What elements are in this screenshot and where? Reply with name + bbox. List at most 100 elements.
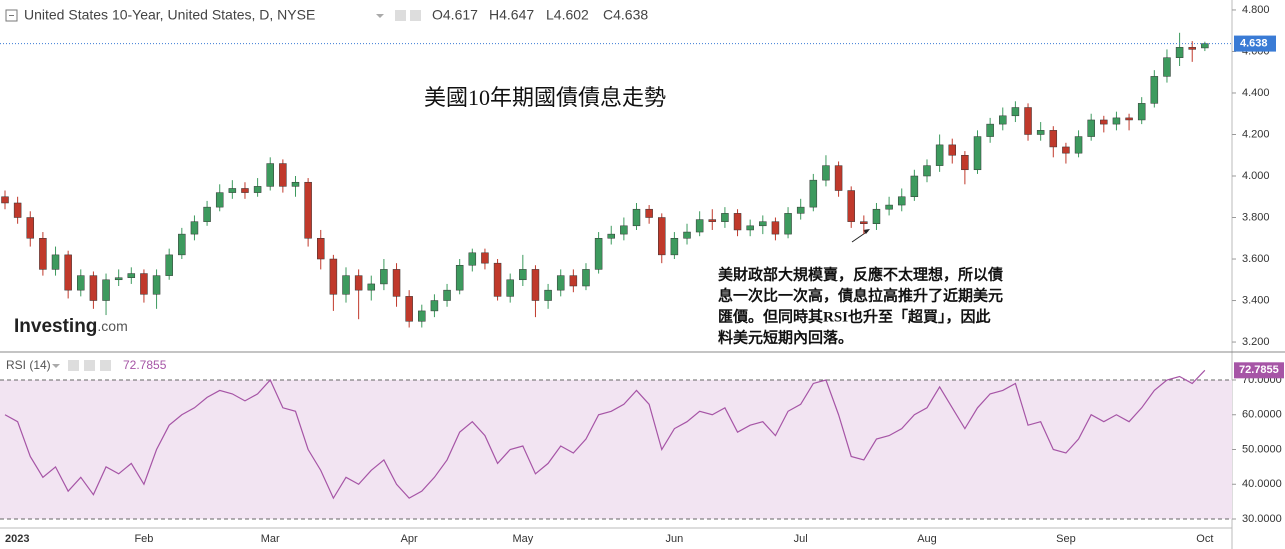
candle-body — [215, 192, 224, 208]
candle-body — [342, 275, 350, 295]
candle-body — [51, 254, 60, 270]
candle-body — [645, 208, 653, 218]
candle-body — [455, 264, 464, 291]
candle-body — [822, 165, 830, 181]
ohlc-value: C4.638 — [603, 7, 648, 23]
candle-body — [973, 136, 982, 171]
candle-body — [784, 213, 792, 235]
candle-body — [670, 238, 679, 256]
y-tick-label: 30.0000 — [1242, 513, 1282, 525]
candle-body — [253, 186, 262, 193]
rsi-line — [4, 369, 1206, 500]
candle-body — [77, 275, 85, 291]
x-tick-label: Apr — [401, 533, 418, 545]
y-tick-label: 3.600 — [1242, 253, 1270, 265]
x-tick-label: Feb — [134, 533, 153, 545]
logo-suffix: .com — [97, 318, 127, 334]
candle-body — [392, 269, 401, 297]
y-tick-label: 3.400 — [1242, 294, 1270, 306]
candle-body — [556, 275, 565, 291]
candle-body — [809, 179, 818, 208]
rsi-settings-icon[interactable] — [84, 360, 95, 371]
candle-body — [860, 221, 868, 224]
candle-body — [443, 289, 451, 301]
candle-body — [1011, 107, 1020, 117]
candle-body — [1036, 130, 1045, 135]
candle-body — [759, 221, 767, 227]
settings-icon[interactable] — [410, 10, 421, 21]
candle-body — [1175, 47, 1184, 58]
rsi-dropdown[interactable] — [52, 364, 60, 368]
candle-body — [430, 300, 439, 312]
candle-body — [13, 202, 22, 218]
candle-body — [948, 144, 956, 156]
logo: Investing.com — [14, 316, 128, 337]
x-tick-label: Aug — [917, 533, 937, 545]
candle-body — [620, 225, 628, 235]
candle-body — [733, 213, 742, 231]
candle-body — [1049, 130, 1058, 148]
candle-body — [847, 190, 855, 222]
candle-body — [39, 238, 47, 270]
collapse-icon[interactable] — [5, 9, 18, 22]
candle-body — [746, 225, 754, 231]
dropdown-icon[interactable] — [376, 14, 384, 18]
eye-icon[interactable] — [395, 10, 406, 21]
candle-body — [317, 238, 325, 260]
y-tick-label: 50.0000 — [1242, 443, 1282, 455]
candle-body — [1188, 47, 1196, 50]
candle-body — [961, 154, 969, 171]
y-tick-label: 3.800 — [1242, 211, 1270, 223]
candle-body — [885, 204, 893, 210]
x-tick-label: Mar — [261, 533, 280, 545]
rsi-current-value: 72.7855 — [123, 358, 167, 372]
candle-body — [582, 269, 590, 287]
candle-body — [152, 275, 161, 295]
rsi-eye-icon[interactable] — [68, 360, 79, 371]
candle-body — [102, 279, 110, 301]
candle-body — [493, 262, 502, 297]
candle-body — [481, 252, 489, 264]
candle-body — [569, 275, 578, 287]
candle-body — [241, 188, 249, 193]
rsi-tag-label: 72.7855 — [1239, 364, 1279, 376]
candle-body — [114, 277, 123, 281]
candle-body — [203, 206, 211, 222]
candle-body — [1201, 43, 1209, 49]
candle-body — [1137, 103, 1146, 121]
candle-body — [1, 196, 9, 204]
candle-body — [1112, 117, 1121, 125]
candle-body — [1087, 119, 1095, 137]
ohlc-value: L4.602 — [546, 7, 589, 23]
candle-body — [1163, 57, 1171, 77]
candle-body — [140, 273, 148, 295]
x-tick-label: 2023 — [5, 533, 29, 545]
candle-body — [1100, 119, 1108, 125]
candle-body — [190, 221, 199, 235]
candle-body — [607, 233, 615, 239]
candle-body — [935, 144, 944, 166]
candle-body — [1062, 146, 1070, 154]
y-tick-label: 60.0000 — [1242, 409, 1282, 421]
y-tick-label: 4.000 — [1242, 170, 1270, 182]
candle-body — [1024, 107, 1032, 135]
last-price-label: 4.638 — [1240, 37, 1268, 49]
rsi-close-icon[interactable] — [100, 360, 111, 371]
candle-body — [632, 208, 641, 227]
candle-body — [266, 163, 274, 187]
x-tick-label: Oct — [1196, 533, 1213, 545]
x-tick-label: Jun — [666, 533, 684, 545]
x-tick-label: Sep — [1056, 533, 1076, 545]
y-tick-label: 4.400 — [1242, 87, 1270, 99]
annotation: 美財政部大規模賣，反應不太理想，所以債息一次比一次高，債息拉高推升了近期美元匯價… — [718, 265, 1003, 346]
chart-title: 美國10年期國債債息走勢 — [424, 85, 666, 110]
candle-body — [367, 283, 376, 291]
annotation-line: 料美元短期內回落。 — [718, 328, 853, 346]
y-tick-label: 4.200 — [1242, 128, 1270, 140]
candle-body — [923, 165, 931, 177]
rsi-tag — [1234, 362, 1284, 379]
candle-body — [26, 217, 35, 239]
candle-body — [708, 219, 717, 222]
